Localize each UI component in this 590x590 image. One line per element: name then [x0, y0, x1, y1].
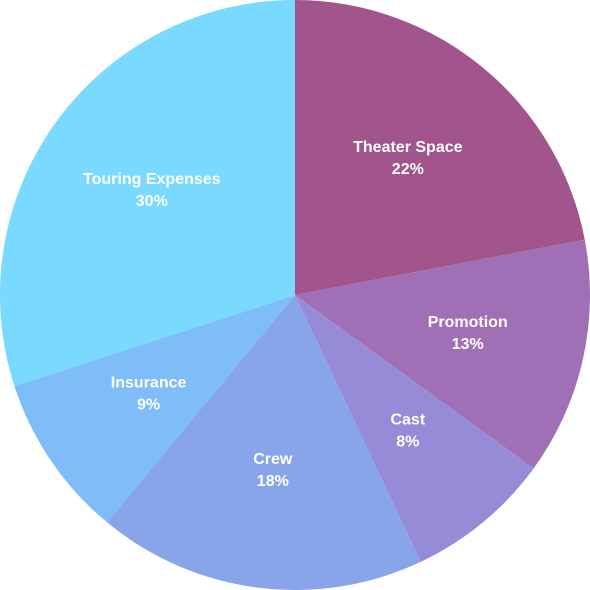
- pie-slice: [106, 295, 421, 590]
- slice-value-label: 18%: [257, 473, 289, 490]
- pie-slice: [295, 295, 534, 562]
- slice-label: Cast: [390, 412, 425, 429]
- slice-value-label: 22%: [392, 161, 424, 178]
- pie-slice: [295, 239, 590, 469]
- slice-label: Insurance: [111, 375, 187, 392]
- slice-label: Promotion: [428, 314, 508, 331]
- slice-label: Touring Expenses: [83, 171, 221, 188]
- slice-value-label: 9%: [137, 397, 160, 414]
- slice-value-label: 8%: [396, 434, 419, 451]
- slice-label: Crew: [253, 451, 293, 468]
- pie-slice: [14, 295, 296, 523]
- pie-slice: [0, 0, 295, 387]
- slice-value-label: 13%: [452, 336, 484, 353]
- slice-label: Theater Space: [353, 139, 462, 156]
- slice-value-label: 30%: [136, 193, 168, 210]
- pie-slice: [295, 0, 585, 295]
